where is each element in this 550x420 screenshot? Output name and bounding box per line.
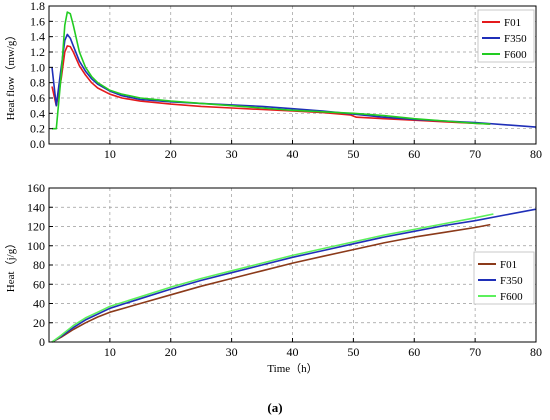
y-axis-label: Heat（j/g） [4, 238, 17, 292]
series-line-f01 [51, 45, 491, 125]
legend-label-f350: F350 [504, 33, 527, 45]
x-tick-label: 60 [408, 345, 420, 359]
chart-panel-2: 10 20 30 40 50 60 70 80 0 20 40 60 80 100 120 140 160 Hea… [4, 181, 542, 375]
series-line-f600 [51, 213, 494, 343]
legend-label-f600: F600 [504, 49, 527, 61]
x-tick-label: 80 [530, 345, 542, 359]
y-tick-label: 0.6 [30, 91, 45, 105]
x-tick-label: 80 [530, 147, 542, 161]
x-tick-label: 40 [287, 345, 299, 359]
y-tick-label: 120 [27, 220, 45, 234]
x-tick-label: 40 [287, 147, 299, 161]
y-tick-label: 140 [27, 200, 45, 214]
y-tick-label: 40 [33, 297, 45, 311]
y-tick-label: 1.0 [30, 60, 45, 74]
y-tick-label: 80 [33, 258, 45, 272]
legend-label-f350: F350 [500, 275, 523, 287]
series-line-f600 [52, 11, 491, 130]
x-tick-label: 20 [165, 345, 177, 359]
figure-caption: (a) [267, 400, 282, 415]
legend-label-f01: F01 [500, 259, 517, 271]
x-tick-label: 20 [165, 147, 177, 161]
y-tick-label: 0.8 [30, 76, 45, 90]
x-tick-label: 30 [226, 345, 238, 359]
legend: F01 F350 F600 [477, 9, 535, 63]
y-tick-label: 100 [27, 239, 45, 253]
series-line-f350 [51, 33, 537, 128]
y-tick-label: 0.4 [30, 106, 45, 120]
legend-label-f01: F01 [504, 17, 521, 29]
y-tick-label: 1.2 [30, 45, 45, 59]
x-tick-label: 60 [408, 147, 420, 161]
series-line-f350 [51, 208, 537, 343]
x-tick-label: 70 [469, 147, 481, 161]
y-tick-label: 60 [33, 277, 45, 291]
y-tick-label: 0.0 [30, 137, 45, 151]
x-axis-label: Time（h） [267, 362, 317, 375]
y-tick-label: 1.4 [30, 30, 45, 44]
y-tick-label: 0 [39, 335, 45, 349]
x-tick-label: 70 [469, 345, 481, 359]
y-tick-label: 160 [27, 181, 45, 195]
legend: F01 F350 F600 [473, 251, 535, 305]
y-tick-label: 0.2 [30, 122, 45, 136]
x-tick-label: 50 [347, 345, 359, 359]
x-tick-label: 30 [226, 147, 238, 161]
y-tick-label: 20 [33, 316, 45, 330]
x-tick-label: 10 [104, 147, 116, 161]
x-tick-label: 50 [347, 147, 359, 161]
y-tick-label: 1.6 [30, 14, 45, 28]
x-tick-label: 10 [104, 345, 116, 359]
y-axis-label: Heat flow（mw/g） [4, 30, 17, 121]
legend-label-f600: F600 [500, 291, 523, 303]
series-line-f01 [51, 223, 491, 343]
y-tick-label: 1.8 [30, 0, 45, 13]
chart-panel-1: 10 20 30 40 50 60 70 80 0.00.2 0.40.60.8 1.01.21.4… [4, 0, 542, 161]
